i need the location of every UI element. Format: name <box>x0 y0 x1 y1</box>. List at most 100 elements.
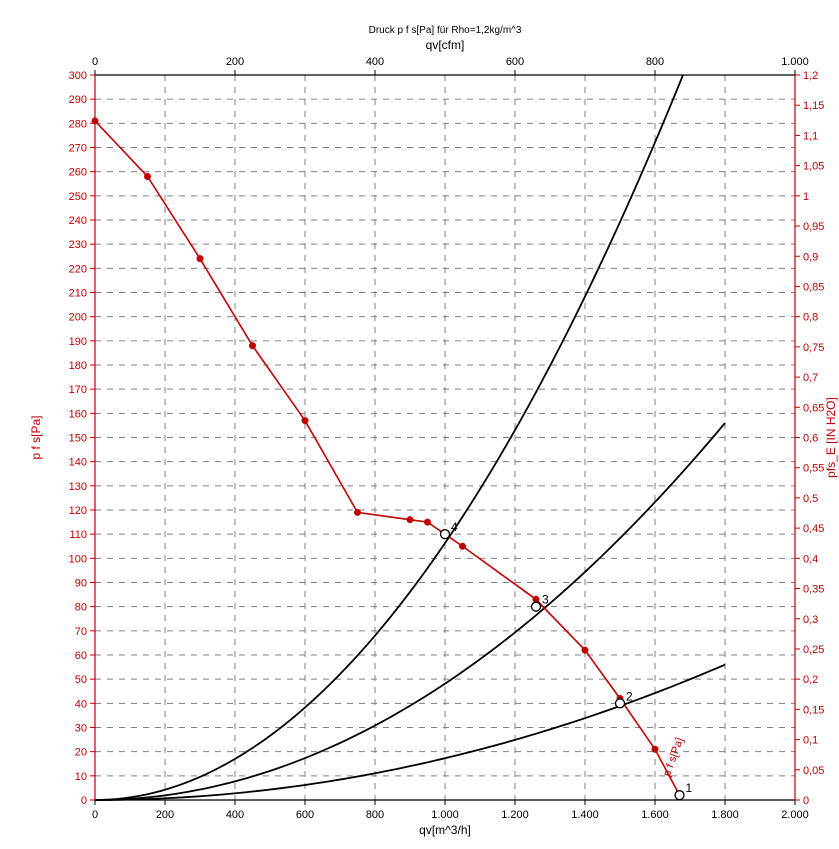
y-right-tick-label: 0,15 <box>803 704 824 716</box>
y-right-tick-label: 1 <box>803 191 809 203</box>
pfs-point <box>425 519 431 525</box>
y-right-tick-label: 1,1 <box>803 130 818 142</box>
operating-point-label: 1 <box>686 781 693 795</box>
operating-point <box>616 699 625 708</box>
pfs-point <box>460 543 466 549</box>
y-right-tick-label: 0,4 <box>803 553 818 565</box>
y-right-tick-label: 1,05 <box>803 161 824 173</box>
pfs-point <box>407 517 413 523</box>
y-left-tick-label: 100 <box>69 553 87 565</box>
y-right-tick-label: 0,7 <box>803 372 818 384</box>
x-top-tick-label: 1.000 <box>781 56 809 68</box>
y-left-tick-label: 170 <box>69 384 87 396</box>
y-right-tick-label: 0,75 <box>803 342 824 354</box>
y-left-tick-label: 290 <box>69 94 87 106</box>
y-left-tick-label: 240 <box>69 215 87 227</box>
x-top-tick-label: 400 <box>366 56 384 68</box>
y-right-tick-label: 0,25 <box>803 644 824 656</box>
x-top-label: qv[cfm] <box>426 38 465 52</box>
y-left-tick-label: 230 <box>69 239 87 251</box>
y-right-tick-label: 0,3 <box>803 614 818 626</box>
y-left-tick-label: 300 <box>69 70 87 82</box>
y-right-tick-label: 0,35 <box>803 584 824 596</box>
y-left-tick-label: 250 <box>69 191 87 203</box>
chart-title: Druck p f s[Pa] für Rho=1,2kg/m^3 <box>369 25 522 36</box>
pfs-point <box>302 418 308 424</box>
y-left-tick-label: 280 <box>69 118 87 130</box>
y-left-tick-label: 80 <box>75 602 87 614</box>
y-right-label: pfs_E [IN H2O] <box>824 397 838 478</box>
chart-container: p f s[Pa]123402004006008001.0001.2001.40… <box>0 0 839 849</box>
pfs-point <box>145 174 151 180</box>
x-bottom-tick-label: 800 <box>366 809 384 821</box>
x-top-tick-label: 600 <box>506 56 524 68</box>
pfs-point <box>533 596 539 602</box>
pfs-point <box>250 343 256 349</box>
y-left-tick-label: 70 <box>75 626 87 638</box>
y-left-tick-label: 10 <box>75 771 87 783</box>
y-left-tick-label: 60 <box>75 650 87 662</box>
x-bottom-tick-label: 1.200 <box>501 809 529 821</box>
y-left-tick-label: 90 <box>75 578 87 590</box>
y-left-tick-label: 160 <box>69 408 87 420</box>
grid <box>95 75 795 800</box>
y-left-tick-label: 20 <box>75 747 87 759</box>
pfs-point <box>355 509 361 515</box>
operating-point-label: 2 <box>626 689 633 703</box>
y-left-tick-label: 0 <box>81 795 87 807</box>
operating-point-label: 4 <box>451 520 458 534</box>
pfs-line <box>95 121 680 795</box>
y-left-tick-label: 190 <box>69 336 87 348</box>
y-right-tick-label: 1,2 <box>803 70 818 82</box>
y-right-tick-label: 0,05 <box>803 765 824 777</box>
x-top-tick-label: 200 <box>226 56 244 68</box>
y-left-tick-label: 220 <box>69 263 87 275</box>
y-left-tick-label: 50 <box>75 674 87 686</box>
x-top-tick-label: 0 <box>92 56 98 68</box>
y-left-tick-label: 180 <box>69 360 87 372</box>
operating-point <box>441 530 450 539</box>
y-right-tick-label: 0,6 <box>803 433 818 445</box>
y-left-tick-label: 110 <box>69 529 87 541</box>
y-left-tick-label: 30 <box>75 723 87 735</box>
y-right-tick-label: 0,55 <box>803 463 824 475</box>
curve-2 <box>95 423 725 800</box>
pfs-point <box>582 647 588 653</box>
curve-1 <box>95 665 725 800</box>
x-bottom-tick-label: 400 <box>226 809 244 821</box>
pfs-point <box>197 256 203 262</box>
y-right-tick-label: 0,2 <box>803 674 818 686</box>
pressure-flow-chart: p f s[Pa]123402004006008001.0001.2001.40… <box>0 0 839 849</box>
y-right-tick-label: 0,95 <box>803 221 824 233</box>
x-bottom-tick-label: 0 <box>92 809 98 821</box>
x-bottom-tick-label: 600 <box>296 809 314 821</box>
x-bottom-tick-label: 1.400 <box>571 809 599 821</box>
y-right-tick-label: 0,85 <box>803 281 824 293</box>
y-left-tick-label: 270 <box>69 143 87 155</box>
y-right-tick-label: 0,5 <box>803 493 818 505</box>
y-left-tick-label: 260 <box>69 167 87 179</box>
y-right-tick-label: 1,15 <box>803 100 824 112</box>
y-left-label: p f s[Pa] <box>29 415 43 459</box>
y-left-tick-label: 120 <box>69 505 87 517</box>
y-right-tick-label: 0,9 <box>803 251 818 263</box>
series-red-label: p f s[Pa] <box>661 736 686 778</box>
operating-point-label: 3 <box>542 593 549 607</box>
y-right-tick-label: 0,1 <box>803 735 818 747</box>
y-left-tick-label: 130 <box>69 481 87 493</box>
x-bottom-tick-label: 2.000 <box>781 809 809 821</box>
x-bottom-tick-label: 1.000 <box>431 809 459 821</box>
x-bottom-tick-label: 1.600 <box>641 809 669 821</box>
y-right-tick-label: 0,8 <box>803 312 818 324</box>
y-right-tick-label: 0,45 <box>803 523 824 535</box>
y-left-tick-label: 150 <box>69 433 87 445</box>
pfs-point <box>652 746 658 752</box>
y-left-tick-label: 40 <box>75 698 87 710</box>
x-bottom-tick-label: 200 <box>156 809 174 821</box>
x-bottom-label: qv[m^3/h] <box>419 823 471 837</box>
operating-point <box>532 602 541 611</box>
y-right-tick-label: 0 <box>803 795 809 807</box>
y-left-tick-label: 200 <box>69 312 87 324</box>
y-left-tick-label: 140 <box>69 457 87 469</box>
x-bottom-tick-label: 1.800 <box>711 809 739 821</box>
